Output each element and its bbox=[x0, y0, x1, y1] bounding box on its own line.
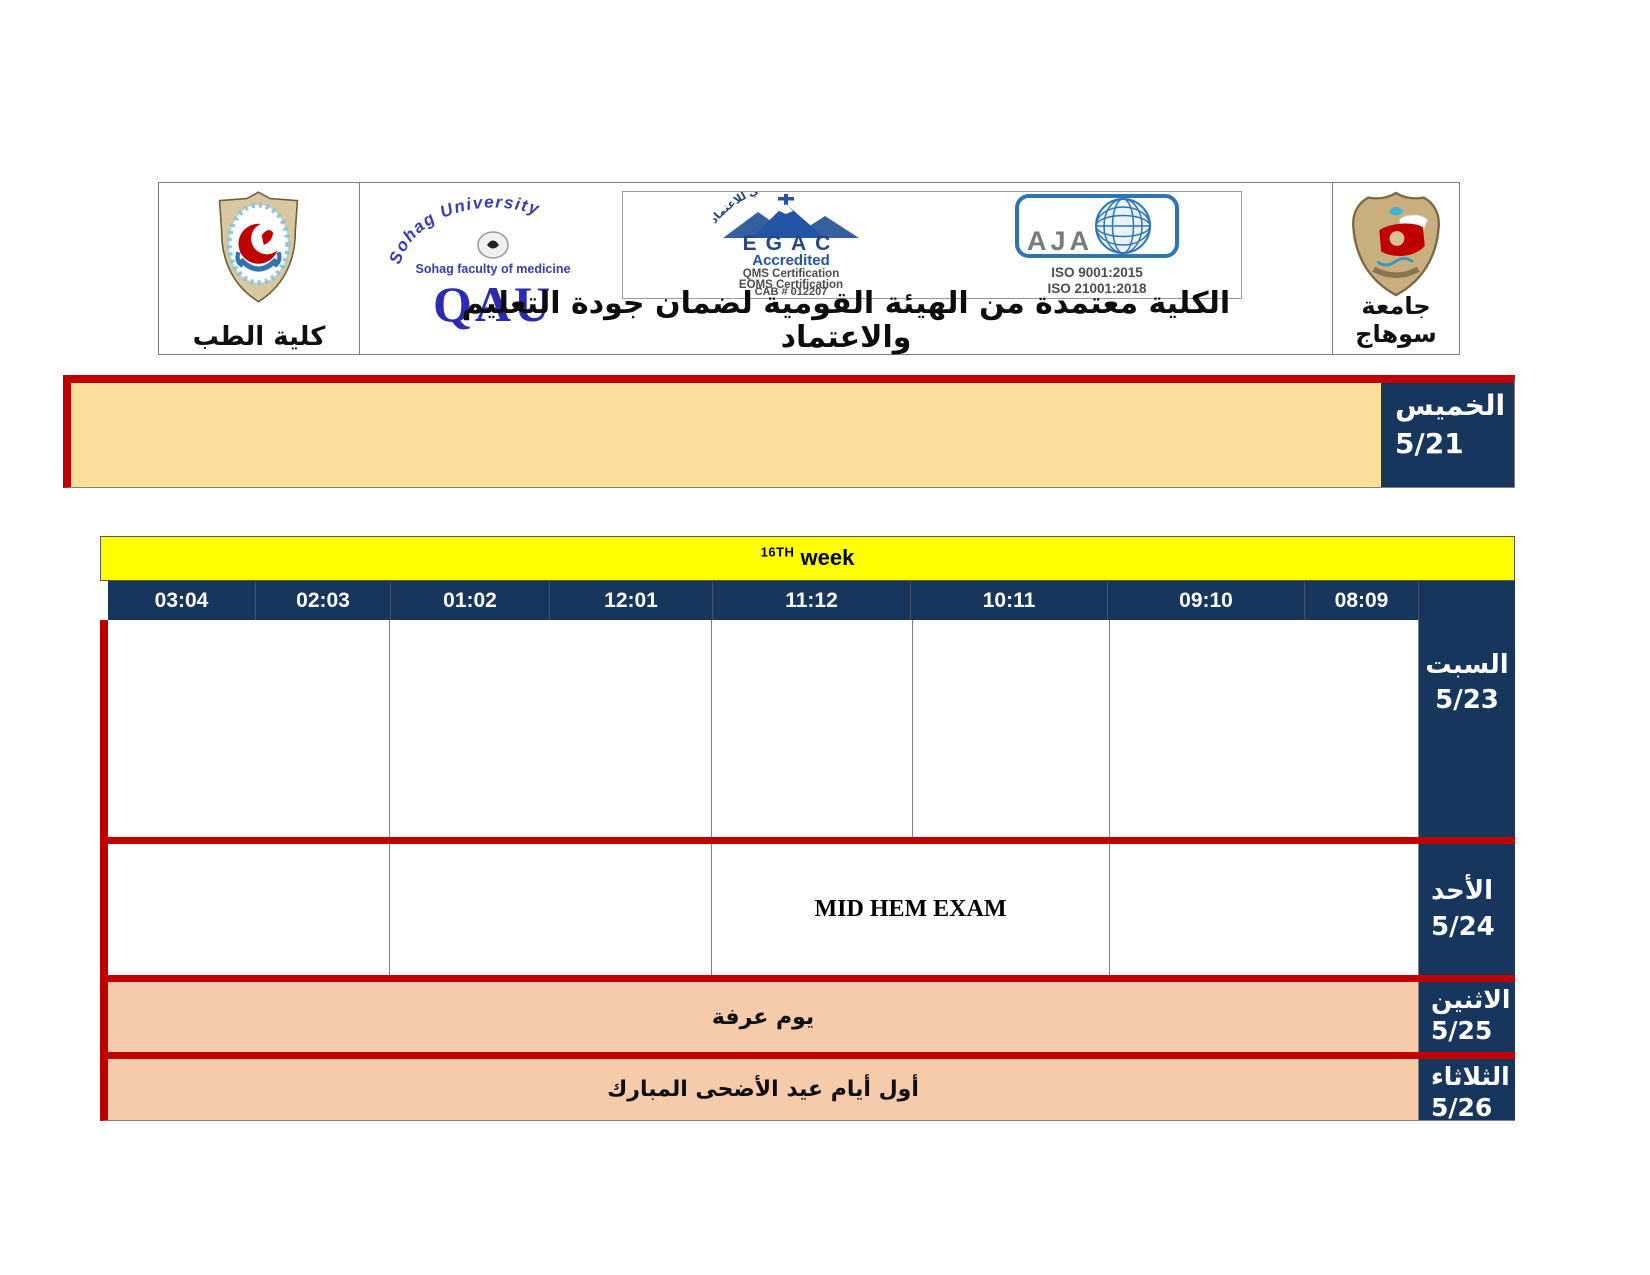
monday-day-cell: الاثنين 5/25 bbox=[1418, 982, 1515, 1052]
time-slot: 02:03 bbox=[255, 581, 390, 620]
red-separator bbox=[100, 1052, 1515, 1059]
schedule-cell-empty bbox=[912, 620, 1109, 837]
header-center-cell: Sohag University Sohag faculty of medici… bbox=[360, 183, 1332, 355]
day-label: السبت bbox=[1425, 650, 1509, 680]
day-label: الثلاثاء bbox=[1431, 1062, 1510, 1091]
week-label: week bbox=[800, 545, 855, 570]
faculty-of-medicine-logo-icon bbox=[218, 191, 299, 303]
accreditation-caption-line1: الكلية معتمدة من الهيئة القومية لضمان جو… bbox=[461, 286, 1231, 321]
thursday-date-label: 5/21 bbox=[1395, 426, 1464, 460]
time-slot: 11:12 bbox=[712, 581, 910, 620]
monday-holiday-cell: يوم عرفة bbox=[711, 1004, 815, 1030]
sunday-day-cell: الأحد 5/24 bbox=[1418, 844, 1515, 975]
university-caption: جامعة سوهاج bbox=[1355, 292, 1437, 348]
time-slot: 01:02 bbox=[390, 581, 549, 620]
date-label: 5/23 bbox=[1435, 685, 1499, 716]
time-slot: 10:11 bbox=[910, 581, 1107, 620]
schedule-cell-empty bbox=[389, 620, 711, 837]
aja-iso-line: ISO 9001:2015 bbox=[1051, 265, 1143, 280]
schedule-cell-empty bbox=[1109, 844, 1418, 975]
tuesday-holiday-cell: أول أيام عيد الأضحى المبارك bbox=[607, 1077, 919, 1102]
time-header-day-spacer bbox=[1418, 581, 1515, 620]
egac-logo-icon: المجلس الوطني للاعتماد EGAC Accredited Q… bbox=[708, 192, 859, 296]
thursday-empty-cell bbox=[71, 383, 1381, 487]
day-label: الأحد bbox=[1431, 876, 1494, 907]
timetable-body: السبت 5/23 MID HEM EXAM الأحد 5/24 يوم ع… bbox=[100, 620, 1515, 1123]
tuesday-day-cell: الثلاثاء 5/26 bbox=[1418, 1059, 1515, 1123]
certification-logos-box: المجلس الوطني للاعتماد EGAC Accredited Q… bbox=[622, 191, 1242, 299]
header-logos-strip: كلية الطب Sohag University Sohag faculty… bbox=[158, 182, 1460, 355]
faculty-logo-cell: كلية الطب bbox=[159, 183, 360, 354]
date-label: 5/24 bbox=[1431, 911, 1495, 942]
aja-iso-line: ISO 21001:2018 bbox=[1047, 281, 1147, 296]
sohag-university-logo-icon bbox=[1352, 191, 1440, 297]
week-ordinal: 16TH bbox=[760, 544, 795, 560]
egac-accredited: Accredited bbox=[752, 252, 830, 269]
faculty-caption: كلية الطب bbox=[192, 322, 326, 352]
day-label: الاثنين bbox=[1431, 985, 1511, 1014]
schedule-cell-empty bbox=[711, 620, 912, 837]
red-separator bbox=[100, 975, 1515, 982]
schedule-cell-empty bbox=[108, 844, 389, 975]
qau-acronym: QAU bbox=[433, 276, 553, 332]
qau-logo-icon: Sohag University Sohag faculty of medici… bbox=[385, 192, 571, 332]
saturday-row: السبت 5/23 bbox=[100, 620, 1515, 837]
aja-name: AJA bbox=[1027, 226, 1093, 256]
time-slot: 09:10 bbox=[1107, 581, 1304, 620]
red-separator bbox=[100, 837, 1515, 844]
time-header-row: 03:04 02:03 01:02 12:01 11:12 10:11 09:1… bbox=[108, 581, 1515, 620]
svg-text:Sohag University: Sohag University bbox=[385, 192, 542, 266]
date-label: 5/26 bbox=[1431, 1093, 1493, 1123]
monday-row: يوم عرفة الاثنين 5/25 bbox=[100, 982, 1515, 1052]
egac-cert-line: CAB # 012207 bbox=[755, 286, 828, 296]
egac-name: EGAC bbox=[743, 232, 840, 255]
time-slot: 08:09 bbox=[1304, 581, 1418, 620]
sunday-row: MID HEM EXAM الأحد 5/24 bbox=[100, 844, 1515, 975]
egac-cert-line: EOMS Certification bbox=[739, 279, 843, 291]
schedule-cell-empty bbox=[108, 620, 389, 837]
time-slot: 03:04 bbox=[154, 588, 209, 612]
date-label: 5/25 bbox=[1431, 1016, 1493, 1046]
saturday-day-cell: السبت 5/23 bbox=[1418, 620, 1515, 837]
egac-cert-line: QMS Certification bbox=[743, 268, 839, 280]
sunday-exam-cell: MID HEM EXAM bbox=[711, 844, 1109, 975]
schedule-cell-empty bbox=[1109, 620, 1418, 837]
tuesday-row: أول أيام عيد الأضحى المبارك الثلاثاء 5/2… bbox=[100, 1059, 1515, 1123]
accreditation-caption-line2: والاعتماد bbox=[780, 320, 912, 355]
qau-arc-text: Sohag University bbox=[385, 192, 541, 266]
thursday-day-label: الخميس bbox=[1395, 389, 1506, 422]
accreditation-caption: الكلية معتمدة من الهيئة القومية لضمان جو… bbox=[360, 287, 1332, 355]
schedule-cell-empty bbox=[389, 844, 711, 975]
week-banner: 16TH week bbox=[100, 536, 1515, 581]
qau-subtitle: Sohag faculty of medicine bbox=[416, 262, 571, 276]
thursday-row: الخميس 5/21 bbox=[63, 375, 1515, 488]
aja-logo-icon: AJA ISO 9001:2015 ISO 21001:2018 bbox=[1015, 194, 1179, 296]
time-slot: 12:01 bbox=[549, 581, 712, 620]
university-logo-cell: جامعة سوهاج bbox=[1332, 183, 1459, 354]
thursday-day-cell: الخميس 5/21 bbox=[1381, 383, 1514, 487]
